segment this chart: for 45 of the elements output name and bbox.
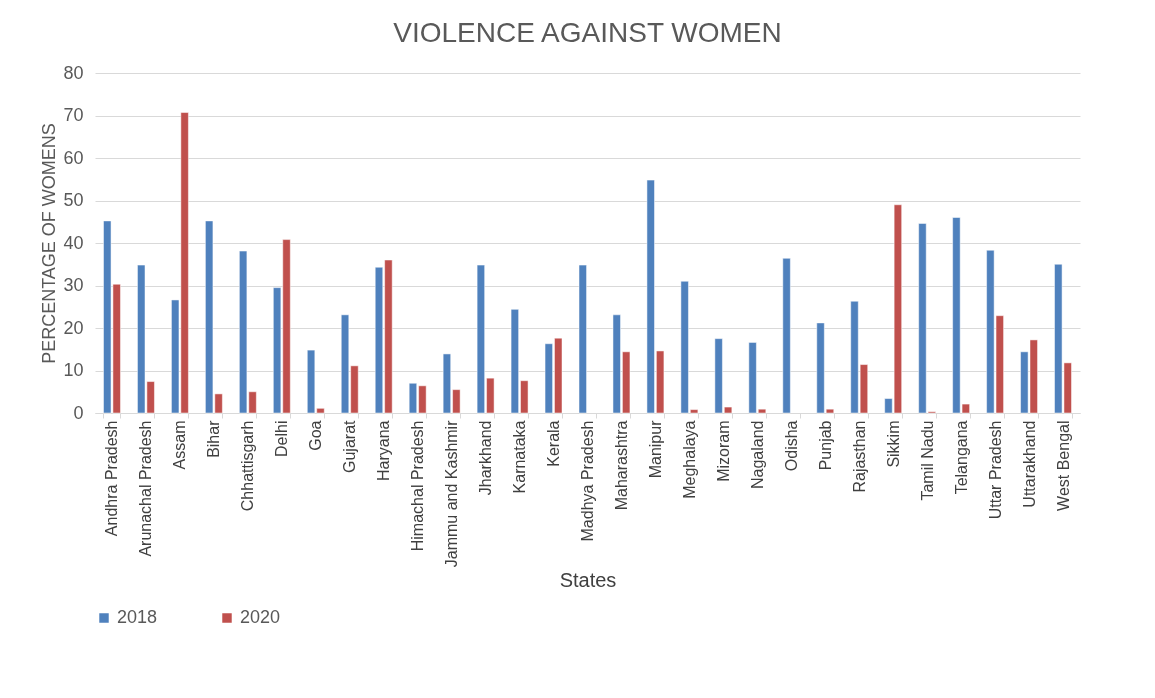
- x-tick-label: Assam: [171, 420, 189, 470]
- x-tick-label: Meghalaya: [680, 420, 698, 499]
- x-tick-label: Punjab: [816, 420, 834, 471]
- x-tick-label: Goa: [307, 420, 325, 451]
- chart-title: VIOLENCE AGAINST WOMEN: [393, 17, 782, 48]
- y-tick-label: 30: [63, 275, 84, 295]
- y-tick-label: 50: [63, 190, 84, 210]
- x-tick-label: Andhra Pradesh: [103, 420, 121, 537]
- x-tick-label: Rajasthan: [850, 420, 868, 493]
- y-tick-label: 10: [63, 360, 84, 380]
- x-tick-label: Mizoram: [714, 420, 732, 482]
- x-tick-label: Delhi: [273, 420, 291, 457]
- x-tick-label: Bihar: [205, 419, 223, 458]
- bar: [578, 264, 587, 414]
- x-tick-label: Arunachal Pradesh: [137, 420, 155, 557]
- x-tick-label: West Bengal: [1054, 420, 1072, 511]
- x-tick-label: Odisha: [782, 420, 800, 472]
- legend-label: 2018: [117, 607, 158, 627]
- x-tick-label: Uttarakhand: [1020, 420, 1038, 508]
- x-tick-label: Sikkim: [884, 420, 902, 468]
- x-tick-label: Manipur: [646, 419, 664, 479]
- x-tick-label: Telangana: [952, 420, 970, 495]
- legend-label: 2020: [240, 607, 281, 627]
- x-tick-label: Haryana: [375, 420, 393, 481]
- x-tick-label: Nagaland: [748, 420, 766, 489]
- x-axis-title: States: [559, 569, 617, 592]
- x-tick-label: Gujarat: [341, 419, 359, 473]
- y-axis-title: PERCENTAGE OF WOMENS: [39, 123, 60, 364]
- y-tick-label: 60: [63, 147, 84, 168]
- x-tick-label: Chhattisgarh: [239, 420, 257, 512]
- y-tick-label: 70: [63, 105, 84, 125]
- x-tick-label: Madhya Pradesh: [579, 420, 596, 542]
- x-tick-label: Maharashtra: [612, 420, 630, 511]
- bar: [782, 258, 791, 414]
- x-tick-label: Kerala: [545, 420, 563, 467]
- y-tick-label: 40: [63, 232, 84, 253]
- x-tick-label: Jharkhand: [477, 420, 495, 496]
- x-tick-label: Tamil Nadu: [918, 420, 936, 501]
- x-tick-label: Jammu and Kashmir: [443, 419, 461, 568]
- x-tick-label: Himachal Pradesh: [409, 420, 427, 552]
- x-tick-label: Uttar Pradesh: [986, 420, 1004, 520]
- y-tick-label: 20: [63, 317, 84, 338]
- y-tick-label: 80: [63, 62, 84, 83]
- y-tick-label: 0: [73, 402, 84, 423]
- x-tick-label: Karnataka: [511, 420, 529, 494]
